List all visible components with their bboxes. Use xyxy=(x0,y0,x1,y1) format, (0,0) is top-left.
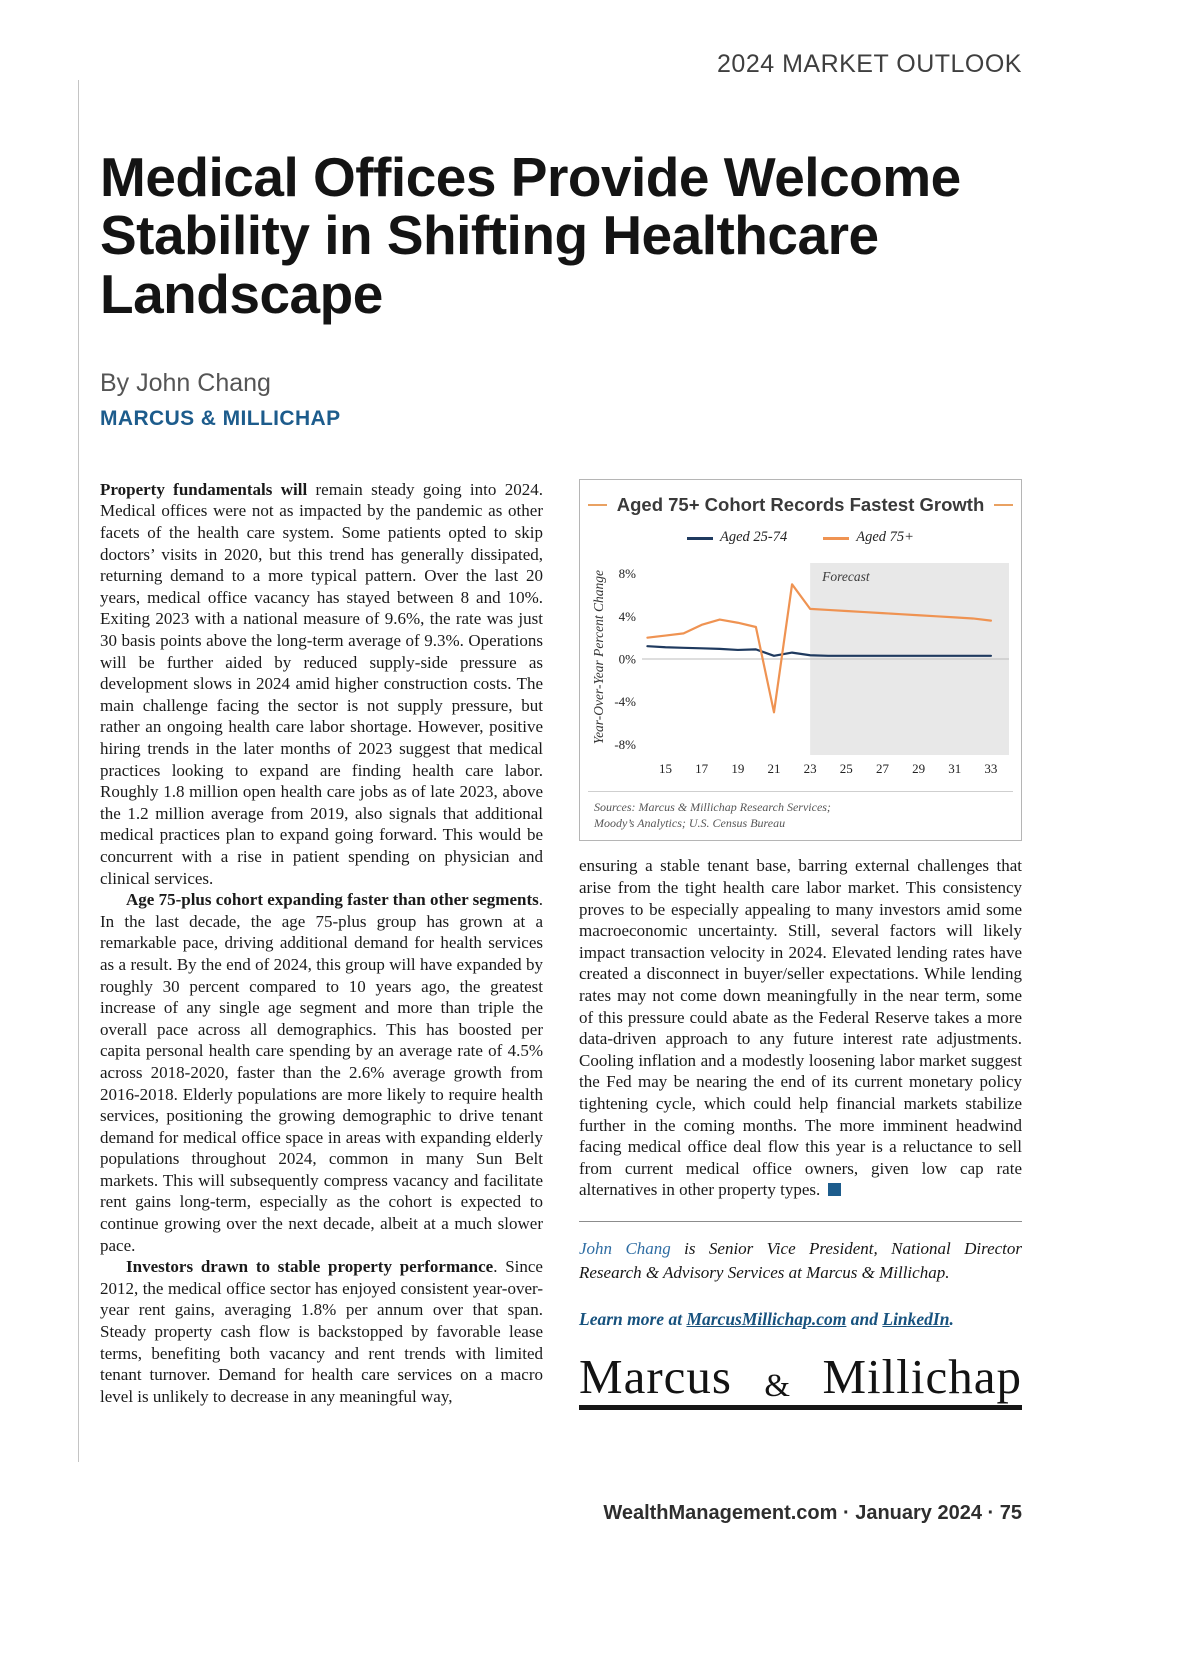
chart-y-axis-label: Year-Over-Year Percent Change xyxy=(591,569,606,745)
article-columns: Property fundamentals will remain steady… xyxy=(100,478,1022,1410)
svg-text:21: 21 xyxy=(767,761,780,776)
chart-sources-line-2: Moody’s Analytics; U.S. Census Bureau xyxy=(594,816,786,831)
article-title-line-2: Stability in Shifting Healthcare xyxy=(100,204,879,267)
svg-text:4%: 4% xyxy=(619,609,637,624)
chart-sources-line-1: Sources: Marcus & Millichap Research Ser… xyxy=(594,800,831,815)
author-name: John Chang xyxy=(579,1238,671,1258)
chart-title-row: Aged 75+ Cohort Records Fastest Growth xyxy=(588,494,1013,516)
page-content: Medical Offices Provide Welcome Stabilit… xyxy=(100,148,1022,1410)
chart-title-rule-left xyxy=(588,503,607,506)
chart-legend: Aged 25-74 Aged 75+ xyxy=(588,527,1013,549)
paragraph-1-lead: Property fundamentals will xyxy=(100,479,308,499)
chart-title: Aged 75+ Cohort Records Fastest Growth xyxy=(616,493,985,515)
learn-more-suffix: . xyxy=(949,1308,954,1329)
legend-swatch-aged-25-74 xyxy=(687,537,714,540)
article-paragraph-1: Property fundamentals will remain steady… xyxy=(100,479,543,889)
legend-label-aged-75-plus: Aged 75+ xyxy=(856,529,914,546)
logo-ampersand: & xyxy=(764,1368,791,1405)
end-of-article-marker xyxy=(828,1183,842,1197)
right-column: Aged 75+ Cohort Records Fastest Growth A… xyxy=(579,478,1022,1410)
legend-item-aged-75-plus: Aged 75+ xyxy=(823,527,914,549)
legend-swatch-aged-75-plus xyxy=(823,537,850,540)
logo-word-millichap: Millichap xyxy=(822,1349,1022,1405)
article-paragraph-4: ensuring a stable tenant base, barring e… xyxy=(579,855,1022,1201)
article-title-line-3: Landscape xyxy=(100,262,383,325)
chart-sources: Sources: Marcus & Millichap Research Ser… xyxy=(588,791,1013,840)
page-left-rule xyxy=(78,80,79,1462)
link-linkedin[interactable]: LinkedIn xyxy=(882,1308,950,1329)
svg-text:-4%: -4% xyxy=(614,694,636,709)
link-marcusmillichap[interactable]: MarcusMillichap.com xyxy=(686,1308,847,1329)
svg-text:15: 15 xyxy=(659,761,672,776)
page-header: 2024 MARKET OUTLOOK xyxy=(717,50,1022,78)
chart-body: Year-Over-Year Percent Change Forecast 8%… xyxy=(588,555,1013,787)
paragraph-4-body: ensuring a stable tenant base, barring e… xyxy=(579,856,1022,1200)
svg-text:-8%: -8% xyxy=(614,737,636,752)
page-footer: WealthManagement.com · January 2024 · 75 xyxy=(603,1502,1022,1525)
article-paragraph-3: Investors drawn to stable property perfo… xyxy=(100,1256,543,1407)
byline: By John Chang xyxy=(100,368,271,397)
paragraph-3-body: . Since 2012, the medical office sector … xyxy=(100,1257,543,1406)
chart-figure: Aged 75+ Cohort Records Fastest Growth A… xyxy=(579,478,1022,842)
svg-text:33: 33 xyxy=(984,761,997,776)
learn-more-mid: and xyxy=(846,1308,883,1329)
article-paragraph-2: Age 75-plus cohort expanding faster than… xyxy=(100,889,543,1256)
svg-text:19: 19 xyxy=(731,761,744,776)
footer-text: WealthManagement.com · January 2024 · xyxy=(603,1502,1000,1524)
svg-text:31: 31 xyxy=(948,761,961,776)
chart-plot: Forecast 8% 4% 0% -4% -8% 15 17 19 21 23 25 27 29 31 33 xyxy=(614,563,1009,776)
legend-label-aged-25-74: Aged 25-74 xyxy=(720,529,788,546)
bio-divider xyxy=(579,1220,1022,1222)
article-title: Medical Offices Provide Welcome Stabilit… xyxy=(100,148,1022,323)
learn-more-line: Learn more at MarcusMillichap.com and Li… xyxy=(579,1309,1022,1331)
company-name: MARCUS & MILLICHAP xyxy=(100,406,341,430)
legend-item-aged-25-74: Aged 25-74 xyxy=(687,527,787,549)
svg-text:Forecast: Forecast xyxy=(821,569,871,584)
paragraph-3-lead: Investors drawn to stable property perfo… xyxy=(126,1257,494,1277)
svg-text:27: 27 xyxy=(876,761,890,776)
logo-word-marcus: Marcus xyxy=(579,1349,732,1405)
svg-text:29: 29 xyxy=(912,761,925,776)
svg-text:8%: 8% xyxy=(619,566,637,581)
svg-text:23: 23 xyxy=(804,761,817,776)
paragraph-1-body: remain steady going into 2024. Medical o… xyxy=(100,479,543,888)
chart-y-axis-label-wrap: Year-Over-Year Percent Change xyxy=(588,555,608,787)
article-title-line-1: Medical Offices Provide Welcome xyxy=(100,146,961,208)
left-column: Property fundamentals will remain steady… xyxy=(100,479,543,1410)
footer-page-number: 75 xyxy=(999,1502,1022,1524)
paragraph-2-body: . In the last decade, the age 75-plus gr… xyxy=(100,890,543,1255)
chart-title-rule-right xyxy=(994,503,1013,506)
logo-marcus-millichap: Marcus & Millichap xyxy=(579,1349,1022,1410)
learn-more-prefix: Learn more at xyxy=(579,1308,687,1329)
svg-text:17: 17 xyxy=(695,761,709,776)
author-bio: John Chang is Senior Vice President, Nat… xyxy=(579,1237,1022,1285)
author-bio-text: is Senior Vice President, National Direc… xyxy=(579,1238,1022,1282)
paragraph-2-lead: Age 75-plus cohort expanding faster than… xyxy=(126,890,539,910)
svg-text:0%: 0% xyxy=(619,652,637,667)
svg-text:25: 25 xyxy=(840,761,853,776)
